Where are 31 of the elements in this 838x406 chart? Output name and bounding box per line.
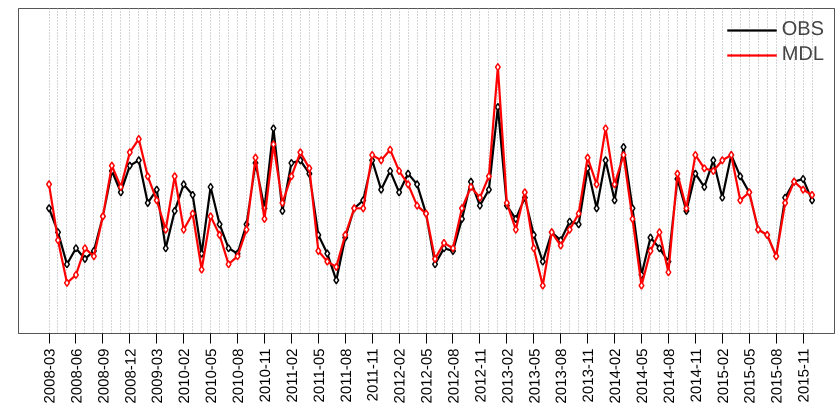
x-tick-label: 2015-05 xyxy=(742,348,759,404)
x-tick-label: 2010-11 xyxy=(256,348,274,402)
x-tick-label: 2015-08 xyxy=(768,348,786,404)
x-tick-label: 2014-02 xyxy=(607,348,624,404)
x-tick-label: 2015-11 xyxy=(796,348,813,402)
x-tick-label: 2013-08 xyxy=(553,348,570,404)
x-tick-label: 2015-02 xyxy=(714,348,732,404)
x-tick-label: 2014-08 xyxy=(660,348,678,404)
x-tick-label: 2012-08 xyxy=(445,348,462,404)
x-tick-label: 2013-05 xyxy=(526,348,544,404)
x-tick-label: 2008-03 xyxy=(42,348,59,404)
x-tick-label: 2014-11 xyxy=(688,348,705,402)
x-tick-label: 2008-12 xyxy=(122,348,140,404)
legend-label: MDL xyxy=(782,43,824,66)
x-tick-label: 2012-02 xyxy=(392,348,409,404)
x-tick-label: 2008-09 xyxy=(95,348,112,404)
x-tick-label: 2012-11 xyxy=(472,348,490,402)
x-tick-label: 2011-08 xyxy=(338,348,355,402)
x-tick-label: 2011-02 xyxy=(284,348,301,402)
x-tick-label: 2011-05 xyxy=(310,348,328,402)
x-tick-label: 2010-08 xyxy=(230,348,248,404)
x-tick-label: 2011-11 xyxy=(364,348,382,402)
x-tick-label: 2013-11 xyxy=(580,348,598,402)
legend-label: OBS xyxy=(782,18,824,41)
x-tick-label: 2009-03 xyxy=(149,348,166,404)
x-tick-label: 2014-05 xyxy=(634,348,651,404)
x-tick-label: 2010-05 xyxy=(203,348,220,404)
x-tick-label: 2013-02 xyxy=(499,348,516,404)
x-tick-label: 2008-06 xyxy=(68,348,86,404)
x-tick-label: 2012-05 xyxy=(418,348,436,404)
x-tick-label: 2010-02 xyxy=(176,348,194,404)
